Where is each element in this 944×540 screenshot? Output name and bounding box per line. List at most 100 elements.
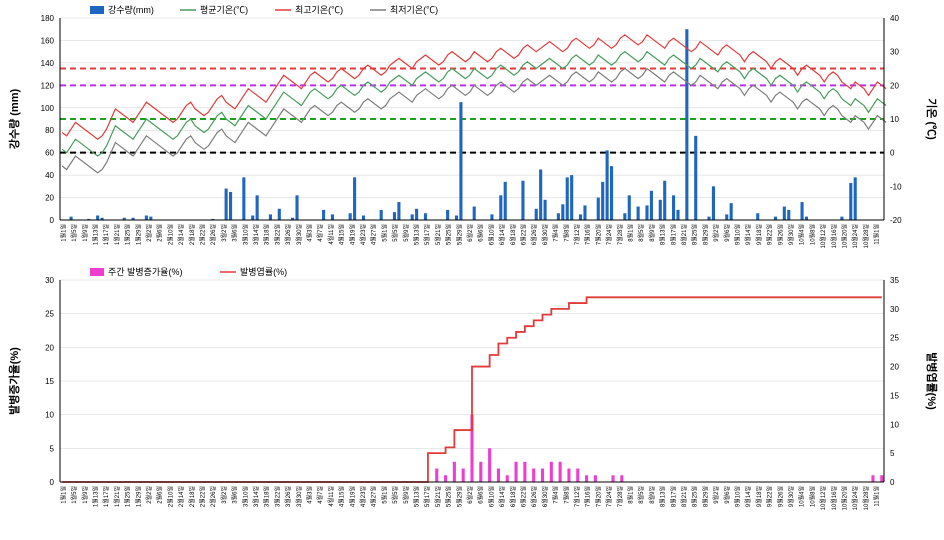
svg-text:-20: -20 — [890, 216, 902, 225]
svg-text:35: 35 — [890, 276, 899, 285]
svg-text:7월16일: 7월16일 — [584, 486, 592, 507]
svg-text:10월28일: 10월28일 — [862, 486, 870, 510]
svg-text:20: 20 — [890, 363, 899, 372]
svg-text:9월26일: 9월26일 — [776, 486, 784, 507]
svg-text:2월18일: 2월18일 — [188, 224, 196, 245]
svg-text:10월20일: 10월20일 — [841, 486, 849, 510]
svg-text:9월22일: 9월22일 — [766, 486, 774, 507]
svg-text:4월23일: 4월23일 — [359, 224, 367, 245]
svg-text:6월30일: 6월30일 — [541, 224, 549, 245]
svg-text:발병엽률(%): 발병엽률(%) — [240, 267, 287, 277]
svg-text:9월10일: 9월10일 — [734, 224, 742, 245]
svg-text:3월18일: 3월18일 — [263, 224, 271, 245]
svg-text:9월6일: 9월6일 — [723, 486, 731, 504]
svg-text:3월22일: 3월22일 — [273, 486, 281, 507]
svg-text:7월8일: 7월8일 — [562, 224, 570, 242]
svg-text:6월10일: 6월10일 — [487, 486, 495, 507]
svg-text:2월26일: 2월26일 — [209, 486, 217, 507]
svg-text:7월8일: 7월8일 — [562, 486, 570, 504]
svg-text:3월14일: 3월14일 — [252, 486, 260, 507]
svg-text:10: 10 — [45, 411, 54, 420]
svg-text:5월21일: 5월21일 — [434, 224, 442, 245]
svg-text:10월8일: 10월8일 — [808, 224, 816, 245]
svg-text:100: 100 — [41, 104, 55, 113]
svg-text:3월14일: 3월14일 — [252, 224, 260, 245]
svg-text:2월6일: 2월6일 — [156, 224, 164, 242]
svg-text:1월13일: 1월13일 — [91, 486, 99, 507]
svg-text:2월22일: 2월22일 — [198, 224, 206, 245]
svg-text:1월25일: 1월25일 — [124, 486, 132, 507]
svg-text:5: 5 — [50, 444, 55, 453]
svg-text:3월30일: 3월30일 — [295, 486, 303, 507]
svg-text:강수량(mm): 강수량(mm) — [108, 4, 154, 15]
svg-text:1월1일: 1월1일 — [59, 486, 67, 504]
svg-text:발병엽률(%): 발병엽률(%) — [925, 352, 939, 410]
svg-text:1월13일: 1월13일 — [91, 224, 99, 245]
svg-text:11월1일: 11월1일 — [873, 224, 881, 245]
svg-text:1월9일: 1월9일 — [81, 486, 89, 504]
svg-text:7월20일: 7월20일 — [594, 224, 602, 245]
svg-text:15: 15 — [45, 377, 54, 386]
svg-text:40: 40 — [45, 171, 54, 180]
svg-text:8월1일: 8월1일 — [627, 486, 635, 504]
svg-text:8월17일: 8월17일 — [669, 486, 677, 507]
svg-text:7월4일: 7월4일 — [552, 224, 560, 242]
svg-text:6월22일: 6월22일 — [520, 486, 528, 507]
svg-text:8월1일: 8월1일 — [627, 224, 635, 242]
svg-text:1월21일: 1월21일 — [113, 224, 121, 245]
svg-text:3월2일: 3월2일 — [220, 224, 228, 242]
svg-text:4월3일: 4월3일 — [305, 486, 313, 504]
svg-text:3월26일: 3월26일 — [284, 486, 292, 507]
svg-text:9월26일: 9월26일 — [776, 224, 784, 245]
svg-text:140: 140 — [41, 59, 55, 68]
svg-text:7월16일: 7월16일 — [584, 224, 592, 245]
svg-text:8월13일: 8월13일 — [659, 224, 667, 245]
svg-text:0: 0 — [50, 216, 55, 225]
svg-text:4월15일: 4월15일 — [338, 486, 346, 507]
svg-text:10월8일: 10월8일 — [808, 486, 816, 507]
svg-text:5월17일: 5월17일 — [423, 224, 431, 245]
svg-text:20: 20 — [890, 81, 899, 90]
svg-text:9월10일: 9월10일 — [734, 486, 742, 507]
svg-text:4월15일: 4월15일 — [338, 224, 346, 245]
svg-text:2월18일: 2월18일 — [188, 486, 196, 507]
svg-text:9월30일: 9월30일 — [787, 224, 795, 245]
svg-text:기온 (℃): 기온 (℃) — [925, 98, 939, 140]
svg-text:10월12일: 10월12일 — [819, 486, 827, 510]
svg-text:2월14일: 2월14일 — [177, 224, 185, 245]
svg-text:4월7일: 4월7일 — [316, 486, 324, 504]
svg-text:9월2일: 9월2일 — [712, 224, 720, 242]
svg-text:7월20일: 7월20일 — [594, 486, 602, 507]
svg-text:2월10일: 2월10일 — [166, 224, 174, 245]
svg-text:0: 0 — [890, 149, 895, 158]
svg-text:최고기온(℃): 최고기온(℃) — [295, 5, 343, 15]
svg-text:30: 30 — [890, 48, 899, 57]
svg-text:8월21일: 8월21일 — [680, 486, 688, 507]
svg-text:3월26일: 3월26일 — [284, 224, 292, 245]
svg-text:10월24일: 10월24일 — [851, 486, 859, 510]
svg-text:발병증가율(%): 발병증가율(%) — [7, 347, 21, 415]
svg-text:2월6일: 2월6일 — [156, 486, 164, 504]
svg-text:20: 20 — [45, 194, 54, 203]
svg-text:6월18일: 6월18일 — [509, 224, 517, 245]
svg-text:2월22일: 2월22일 — [198, 486, 206, 507]
svg-text:4월23일: 4월23일 — [359, 486, 367, 507]
svg-text:11월1일: 11월1일 — [873, 486, 881, 507]
svg-text:8월9일: 8월9일 — [648, 486, 656, 504]
svg-text:3월18일: 3월18일 — [263, 486, 271, 507]
svg-text:8월9일: 8월9일 — [648, 224, 656, 242]
svg-text:8월5일: 8월5일 — [637, 224, 645, 242]
svg-text:20: 20 — [45, 343, 54, 352]
svg-text:7월12일: 7월12일 — [573, 486, 581, 507]
svg-text:10월16일: 10월16일 — [830, 486, 838, 510]
svg-text:3월30일: 3월30일 — [295, 224, 303, 245]
svg-text:2월10일: 2월10일 — [166, 486, 174, 507]
svg-text:4월7일: 4월7일 — [316, 224, 324, 242]
svg-text:2월2일: 2월2일 — [145, 486, 153, 504]
svg-text:8월5일: 8월5일 — [637, 486, 645, 504]
svg-text:1월29일: 1월29일 — [134, 486, 142, 507]
svg-text:120: 120 — [41, 81, 55, 90]
svg-text:평균기온(℃): 평균기온(℃) — [200, 5, 248, 15]
svg-text:9월14일: 9월14일 — [744, 486, 752, 507]
svg-text:1월17일: 1월17일 — [102, 486, 110, 507]
